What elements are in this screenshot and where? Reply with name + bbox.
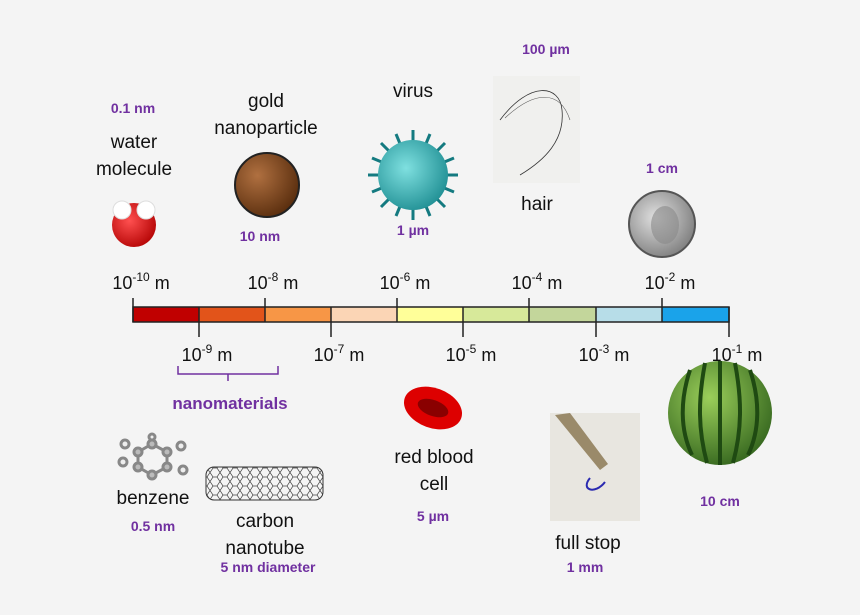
segment — [133, 307, 199, 322]
tick-label: 10-10 m — [112, 270, 169, 293]
tick-unit: m — [150, 273, 170, 293]
tick-base: 10 — [182, 345, 202, 365]
segment — [265, 307, 331, 322]
bracket — [177, 366, 279, 381]
segment — [529, 307, 596, 322]
tick-marks — [132, 298, 730, 337]
gold-nanoparticle-image — [234, 152, 300, 218]
item-size: 10 cm — [700, 493, 740, 509]
tick-unit: m — [542, 273, 562, 293]
tick-unit: m — [675, 273, 695, 293]
tick-base: 10 — [512, 273, 532, 293]
tick-exponent: -10 — [132, 270, 150, 284]
segment — [397, 307, 463, 322]
segment — [596, 307, 662, 322]
tick-exponent: -2 — [665, 270, 676, 284]
tick-base: 10 — [248, 273, 268, 293]
tick-exponent: -3 — [599, 342, 610, 356]
segment — [199, 307, 265, 322]
tick-exponent: -4 — [532, 270, 543, 284]
tick-exponent: -9 — [202, 342, 213, 356]
tick-base: 10 — [112, 273, 132, 293]
item-label: benzene — [117, 488, 190, 509]
segment — [331, 307, 397, 322]
item-size: 1 µm — [397, 222, 429, 238]
tick-exponent: -7 — [334, 342, 345, 356]
tick-label: 10-3 m — [579, 342, 630, 365]
labels: water molecule 0.1 nm gold nanoparticle 10 nm… — [96, 41, 740, 575]
tick-exponent: -1 — [732, 342, 743, 356]
item-label: molecule — [96, 159, 172, 180]
tick-label: 10-8 m — [248, 270, 299, 293]
item-size: 0.1 nm — [111, 100, 155, 116]
item-size: 1 cm — [646, 160, 678, 176]
watermelon-image — [668, 361, 772, 465]
red-blood-cell-image — [403, 386, 463, 430]
tick-labels: 10-10 m 10-8 m 10-6 m 10-4 m 10-2 m10-9 m 10-… — [112, 270, 762, 365]
segment — [662, 307, 729, 322]
tick-base: 10 — [380, 273, 400, 293]
benzene-image — [117, 432, 189, 481]
segment — [463, 307, 529, 322]
tick-unit: m — [410, 273, 430, 293]
tick-label: 10-5 m — [446, 342, 497, 365]
item-label: carbon — [236, 511, 294, 532]
tick-base: 10 — [579, 345, 599, 365]
tick-label: 10-1 m — [712, 342, 763, 365]
water-molecule-image — [112, 200, 156, 247]
item-label: water — [110, 132, 158, 153]
bracket-label: nanomaterials — [172, 394, 287, 413]
item-label: nanotube — [225, 538, 304, 559]
item-label: red blood — [394, 447, 473, 468]
item-size: 10 nm — [240, 228, 280, 244]
item-label: full stop — [555, 533, 620, 554]
tick-unit: m — [476, 345, 496, 365]
tick-unit: m — [344, 345, 364, 365]
tick-base: 10 — [446, 345, 466, 365]
tick-base: 10 — [314, 345, 334, 365]
tick-label: 10-2 m — [645, 270, 696, 293]
scale-bar — [132, 298, 730, 337]
item-label: nanoparticle — [214, 118, 318, 139]
tick-exponent: -5 — [466, 342, 477, 356]
tick-base: 10 — [645, 273, 665, 293]
tick-unit: m — [278, 273, 298, 293]
item-label: gold — [248, 91, 284, 112]
item-size: 5 nm diameter — [221, 559, 316, 575]
item-size: 5 µm — [417, 508, 449, 524]
nanotube-image — [205, 466, 324, 501]
tick-unit: m — [742, 345, 762, 365]
tick-unit: m — [212, 345, 232, 365]
item-size: 100 µm — [522, 41, 570, 57]
full-stop-image — [550, 413, 640, 521]
item-label: cell — [420, 474, 449, 495]
tick-label: 10-4 m — [512, 270, 563, 293]
item-size: 1 mm — [567, 559, 604, 575]
tick-exponent: -8 — [268, 270, 279, 284]
tick-exponent: -6 — [400, 270, 411, 284]
virus-image — [368, 130, 458, 220]
hair-image — [493, 76, 580, 183]
coin-image — [628, 190, 696, 258]
tick-label: 10-6 m — [380, 270, 431, 293]
tick-label: 10-9 m — [182, 342, 233, 365]
item-label: hair — [521, 194, 553, 215]
tick-label: 10-7 m — [314, 342, 365, 365]
tick-unit: m — [609, 345, 629, 365]
tick-base: 10 — [712, 345, 732, 365]
item-size: 0.5 nm — [131, 518, 175, 534]
item-label: virus — [393, 81, 433, 102]
